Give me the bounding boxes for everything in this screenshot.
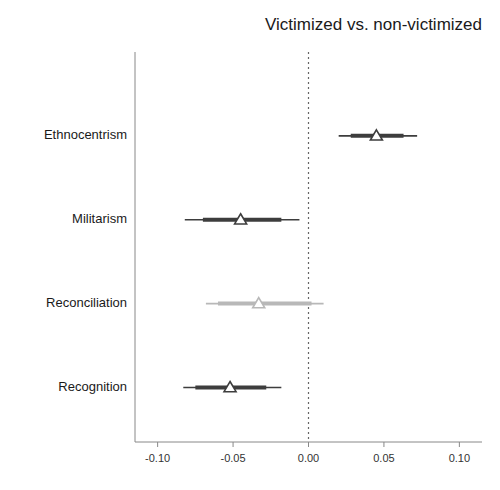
ci90 [218, 302, 312, 306]
title: Victimized vs. non-victimized [265, 15, 482, 34]
x-tick-label: -0.10 [145, 452, 170, 464]
chart: Victimized vs. non-victimized -0.10 -0.05 0… [0, 0, 500, 490]
x-tick-label: 0.05 [373, 452, 394, 464]
x-tick [233, 442, 234, 447]
point-estimate [253, 298, 265, 308]
plot-area [183, 52, 417, 442]
x-tick [459, 442, 460, 447]
reference-line [308, 52, 309, 442]
x-tick-label: -0.05 [221, 452, 246, 464]
x-tick [157, 442, 158, 447]
point-estimate [235, 214, 247, 224]
category-label: Reconciliation [46, 295, 127, 310]
point-estimate [224, 381, 236, 391]
x-tick-label: 0.00 [298, 452, 319, 464]
ci95 [206, 303, 324, 305]
y-axis-line [135, 52, 136, 442]
category-label: Militarism [72, 211, 127, 226]
x-tick [383, 442, 384, 447]
x-tick [308, 442, 309, 447]
category-label: Ethnocentrism [44, 127, 127, 142]
point-estimate [370, 130, 382, 140]
category-label: Recognition [58, 379, 127, 394]
x-tick-label: 0.10 [449, 452, 470, 464]
